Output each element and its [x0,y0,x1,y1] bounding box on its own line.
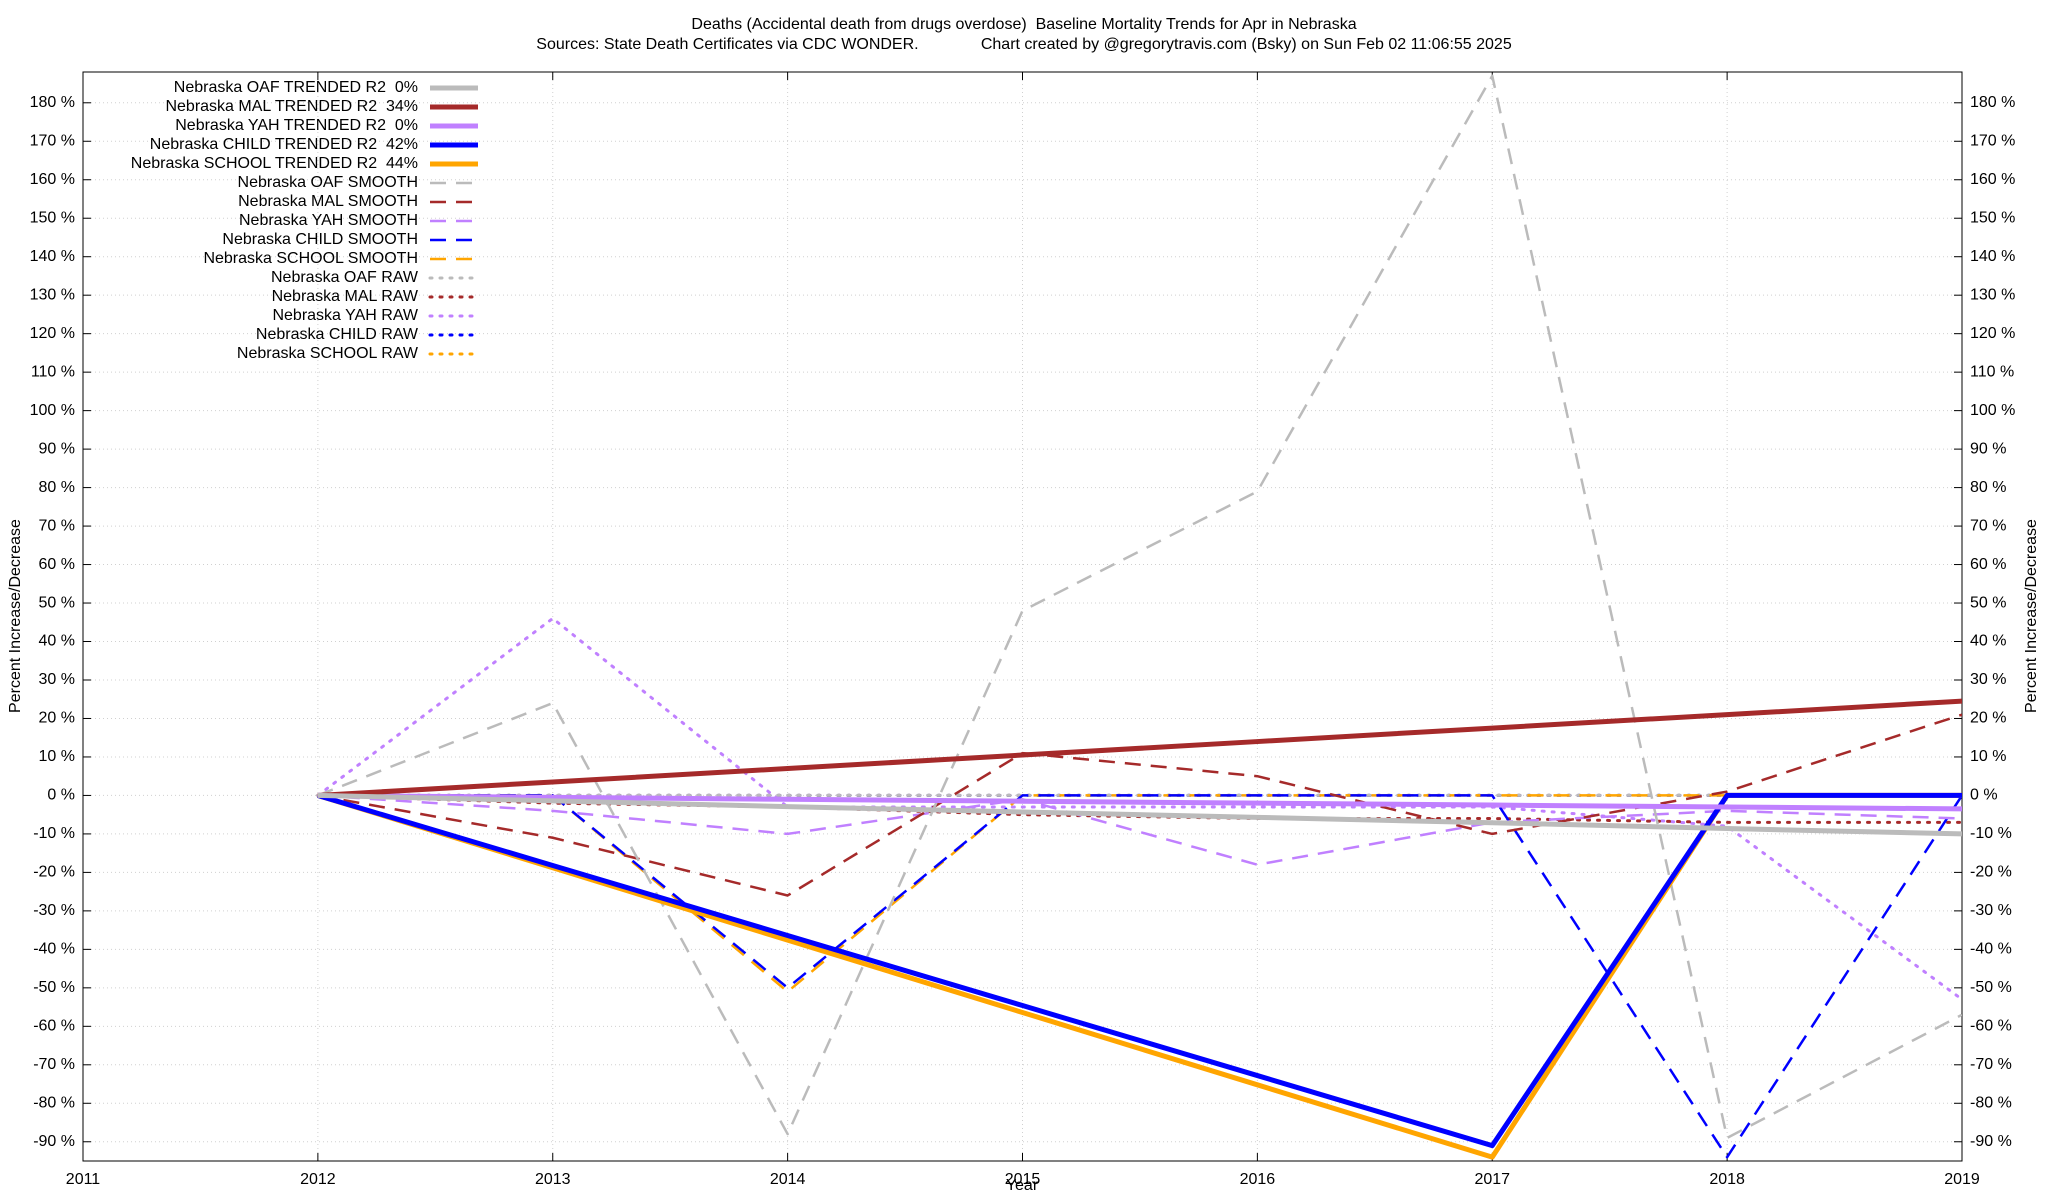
y2-tick-label: 30 % [1970,671,2006,688]
legend-label: Nebraska OAF TRENDED R2 0% [174,79,418,96]
y2-tick-label: -70 % [1970,1056,2012,1073]
y2-tick-label: 140 % [1970,248,2015,265]
y2-tick-label: 70 % [1970,517,2006,534]
x-tick-label: 2016 [1240,1171,1276,1188]
y2-tick-label: 120 % [1970,325,2015,342]
y-tick-label: 90 % [39,440,75,457]
series-line [317,792,1962,812]
legend-label: Nebraska SCHOOL SMOOTH [203,250,418,267]
y2-tick-label: 10 % [1970,748,2006,765]
y-tick-label: 60 % [39,556,75,573]
legend-label: Nebraska CHILD SMOOTH [222,231,418,248]
y2-tick-label: -30 % [1970,902,2012,919]
legend-label: Nebraska MAL SMOOTH [238,193,418,210]
y2-tick-label: 80 % [1970,479,2006,496]
x-tick-label: 2015 [1005,1171,1041,1188]
y2-tick-label: 110 % [1970,363,2014,380]
y-tick-label: 10 % [39,748,75,765]
y2-tick-label: 160 % [1970,171,2015,188]
legend-label: Nebraska MAL TRENDED R2 34% [165,98,418,115]
y-tick-label: 180 % [30,94,75,111]
y2-tick-label: -60 % [1970,1018,2012,1035]
x-tick-label: 2014 [770,1171,806,1188]
y2-tick-label: 20 % [1970,710,2006,727]
series-line [317,698,1962,798]
y2-tick-label: 90 % [1970,440,2006,457]
x-tick-label: 2017 [1474,1171,1510,1188]
y-tick-label: 30 % [39,671,75,688]
legend-label: Nebraska YAH TRENDED R2 0% [175,117,418,134]
y-tick-label: -10 % [33,825,75,842]
plot-frame [82,71,1963,1162]
series-line [317,794,1962,993]
y2-tick-label: -40 % [1970,941,2012,958]
legend-label: Nebraska OAF RAW [271,269,419,286]
y-tick-label: -70 % [33,1056,75,1073]
legend-label: Nebraska CHILD TRENDED R2 42% [150,136,418,153]
y-tick-label: 100 % [30,402,75,419]
y2-tick-label: -50 % [1970,979,2012,996]
legend-label: Nebraska CHILD RAW [256,326,419,343]
y2-tick-label: -90 % [1970,1133,2012,1150]
y2-tick-label: 170 % [1970,132,2015,149]
series-line [317,794,1962,866]
y2-tick-label: 60 % [1970,556,2006,573]
y2-tick-label: -80 % [1970,1094,2012,1111]
y2-tick-label: 50 % [1970,594,2006,611]
legend-label: Nebraska MAL RAW [272,288,419,305]
y-tick-label: -20 % [33,864,75,881]
y2-tick-label: 40 % [1970,633,2006,650]
y2-tick-label: 0 % [1970,787,1998,804]
y-tick-label: 120 % [30,325,75,342]
y-tick-label: 20 % [39,710,75,727]
y-tick-label: 130 % [30,286,75,303]
y-tick-label: 170 % [30,132,75,149]
y-tick-label: -60 % [33,1018,75,1035]
y-tick-label: -50 % [33,979,75,996]
chart-title: Deaths (Accidental death from drugs over… [691,16,1356,33]
series-line [317,792,1962,1149]
y-tick-label: 110 % [31,363,75,380]
x-tick-label: 2019 [1944,1171,1980,1188]
y2-tick-label: 130 % [1970,286,2015,303]
x-tick-label: 2013 [535,1171,571,1188]
legend-label: Nebraska SCHOOL RAW [237,345,419,362]
y2-tick-label: 180 % [1970,94,2015,111]
x-tick-label: 2018 [1709,1171,1745,1188]
y2-tick-label: 150 % [1970,209,2015,226]
series-line [317,792,1962,837]
y-tick-label: 50 % [39,594,75,611]
series-line [317,794,1962,1159]
y2-tick-label: -20 % [1970,864,2012,881]
y-axis-label: Percent Increase/Decrease [7,519,24,713]
y-tick-label: -40 % [33,941,75,958]
legend-label: Nebraska OAF SMOOTH [238,174,418,191]
x-tick-label: 2012 [300,1171,336,1188]
y-tick-label: 80 % [39,479,75,496]
y2-tick-label: -10 % [1970,825,2012,842]
y-tick-label: -80 % [33,1094,75,1111]
legend-label: Nebraska SCHOOL TRENDED R2 44% [131,155,418,172]
y-tick-label: 160 % [30,171,75,188]
y-tick-label: 140 % [30,248,75,265]
y-tick-label: 150 % [30,209,75,226]
chart-subtitle: Sources: State Death Certificates via CD… [536,36,1512,53]
series-line [317,713,1962,897]
y-tick-label: 70 % [39,517,75,534]
x-axis-label: Year [1006,1177,1039,1194]
y-tick-label: 0 % [47,787,75,804]
y2-tick-label: 100 % [1970,402,2015,419]
y-tick-label: -30 % [33,902,75,919]
series-line [317,74,1962,1140]
x-tick-label: 2011 [66,1171,101,1188]
legend-label: Nebraska YAH SMOOTH [239,212,418,229]
legend-label: Nebraska YAH RAW [272,307,418,324]
plot-area [316,74,1962,1160]
y-tick-label: -90 % [33,1133,75,1150]
y2-axis-label: Percent Increase/Decrease [2023,519,2040,713]
y-tick-label: 40 % [39,633,75,650]
